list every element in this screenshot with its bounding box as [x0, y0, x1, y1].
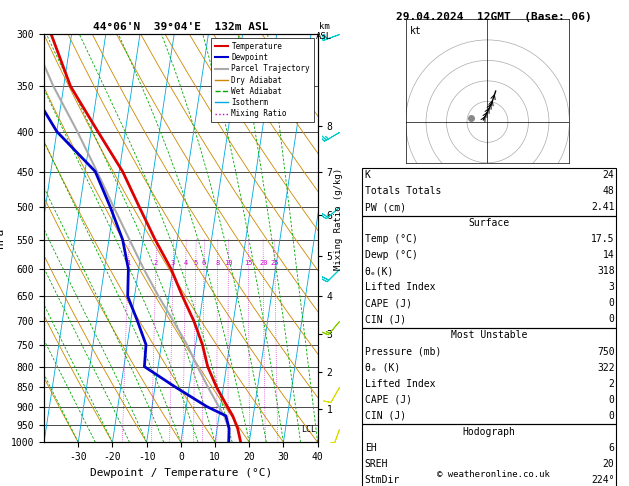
- Text: kt: kt: [409, 26, 421, 35]
- Text: 14: 14: [603, 250, 615, 260]
- Text: 2: 2: [609, 379, 615, 389]
- Text: 750: 750: [597, 347, 615, 357]
- Text: 1: 1: [126, 260, 131, 266]
- Text: 0: 0: [609, 314, 615, 325]
- Text: 25: 25: [270, 260, 279, 266]
- Text: 2: 2: [154, 260, 158, 266]
- Text: © weatheronline.co.uk: © weatheronline.co.uk: [437, 469, 550, 479]
- Text: StmDir: StmDir: [365, 475, 400, 485]
- Text: 3: 3: [609, 282, 615, 293]
- Text: Lifted Index: Lifted Index: [365, 282, 435, 293]
- Text: Dewp (°C): Dewp (°C): [365, 250, 418, 260]
- Text: 2.41: 2.41: [591, 202, 615, 212]
- Text: 48: 48: [603, 186, 615, 196]
- Text: Temp (°C): Temp (°C): [365, 234, 418, 244]
- Legend: Temperature, Dewpoint, Parcel Trajectory, Dry Adiabat, Wet Adiabat, Isotherm, Mi: Temperature, Dewpoint, Parcel Trajectory…: [211, 38, 314, 122]
- Text: 6: 6: [202, 260, 206, 266]
- Text: Pressure (mb): Pressure (mb): [365, 347, 441, 357]
- Text: CAPE (J): CAPE (J): [365, 298, 412, 309]
- Text: LCL: LCL: [302, 425, 316, 434]
- Text: Totals Totals: Totals Totals: [365, 186, 441, 196]
- Text: CIN (J): CIN (J): [365, 411, 406, 421]
- Text: 322: 322: [597, 363, 615, 373]
- Text: 20: 20: [259, 260, 267, 266]
- Text: 29.04.2024  12GMT  (Base: 06): 29.04.2024 12GMT (Base: 06): [396, 12, 592, 22]
- Text: 3: 3: [171, 260, 175, 266]
- Text: 6: 6: [609, 443, 615, 453]
- Text: CAPE (J): CAPE (J): [365, 395, 412, 405]
- Text: km
ASL: km ASL: [316, 22, 332, 41]
- Text: 0: 0: [609, 411, 615, 421]
- Text: Lifted Index: Lifted Index: [365, 379, 435, 389]
- Text: 5: 5: [194, 260, 198, 266]
- Text: Most Unstable: Most Unstable: [451, 330, 527, 341]
- Text: 8: 8: [216, 260, 220, 266]
- Text: Surface: Surface: [469, 218, 509, 228]
- Text: Mixing Ratio (g/kg): Mixing Ratio (g/kg): [334, 168, 343, 270]
- Text: SREH: SREH: [365, 459, 388, 469]
- Title: 44°06'N  39°04'E  132m ASL: 44°06'N 39°04'E 132m ASL: [93, 22, 269, 32]
- X-axis label: Dewpoint / Temperature (°C): Dewpoint / Temperature (°C): [90, 468, 272, 478]
- Text: 20: 20: [603, 459, 615, 469]
- Text: 224°: 224°: [591, 475, 615, 485]
- Text: K: K: [365, 170, 370, 180]
- Text: 0: 0: [609, 395, 615, 405]
- Text: 17.5: 17.5: [591, 234, 615, 244]
- Text: θₑ (K): θₑ (K): [365, 363, 400, 373]
- Text: EH: EH: [365, 443, 377, 453]
- Text: Hodograph: Hodograph: [462, 427, 516, 437]
- Text: 0: 0: [609, 298, 615, 309]
- Text: 24: 24: [603, 170, 615, 180]
- Text: 15: 15: [244, 260, 253, 266]
- Text: 318: 318: [597, 266, 615, 277]
- Text: θₑ(K): θₑ(K): [365, 266, 394, 277]
- Text: CIN (J): CIN (J): [365, 314, 406, 325]
- Text: 10: 10: [224, 260, 233, 266]
- Y-axis label: hPa: hPa: [0, 228, 5, 248]
- Text: PW (cm): PW (cm): [365, 202, 406, 212]
- Text: 4: 4: [184, 260, 188, 266]
